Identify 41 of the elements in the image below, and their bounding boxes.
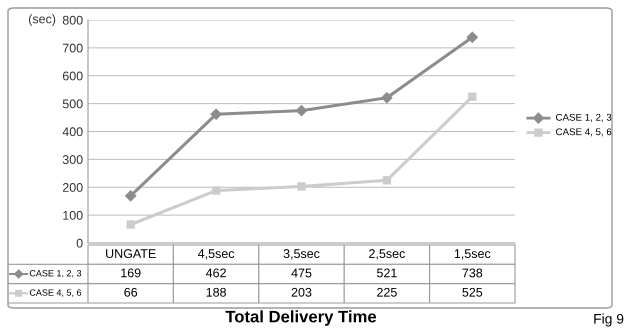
legend-label: CASE 4, 5, 6: [30, 289, 82, 297]
y-tick-label: 600: [62, 72, 83, 80]
caption: Fig 9: [594, 314, 624, 326]
point: [210, 108, 222, 120]
y-tick-label: 500: [62, 99, 83, 108]
y-tick-label: 700: [62, 44, 83, 53]
data-label: 525: [462, 288, 482, 297]
x-tick-label: 4,5sec: [198, 249, 234, 260]
x-tick-label: UNGATE: [106, 249, 156, 258]
y-tick-label: 200: [62, 183, 83, 192]
x-tick-label: 2,5sec: [369, 249, 405, 260]
y-tick-label: 300: [62, 155, 83, 164]
point: [212, 186, 220, 195]
data-label: 738: [462, 268, 482, 278]
y-tick-label: 0: [76, 238, 83, 248]
data-label: 66: [124, 288, 138, 297]
data-label: 462: [206, 268, 226, 278]
data-label: 203: [292, 288, 312, 297]
point: [466, 32, 478, 43]
data-label: 188: [206, 288, 226, 297]
point: [126, 220, 135, 229]
x-tick-label: 3,5sec: [284, 249, 320, 260]
point: [381, 92, 393, 104]
text: CASE 4, 5, 6: [556, 128, 612, 136]
y-tick-label: 400: [62, 127, 83, 136]
data-label: 169: [121, 268, 141, 278]
y-tick-label: 800: [62, 16, 83, 25]
text: CASE 1, 2, 3: [30, 270, 82, 278]
point: [296, 104, 308, 116]
point: [468, 92, 476, 101]
point: [125, 190, 136, 202]
data-label: 475: [291, 268, 312, 278]
data-label: 225: [377, 288, 397, 297]
point: [382, 176, 392, 184]
legend-label: CASE 1, 2, 3: [556, 114, 612, 122]
x-tick-label: 1,5sec: [454, 249, 490, 260]
data-label: 521: [376, 268, 397, 278]
y-tick-label: 100: [63, 210, 83, 220]
point: [297, 182, 306, 191]
y-axis-title: (sec): [28, 14, 56, 26]
text: Total Delivery Time: [226, 310, 376, 326]
